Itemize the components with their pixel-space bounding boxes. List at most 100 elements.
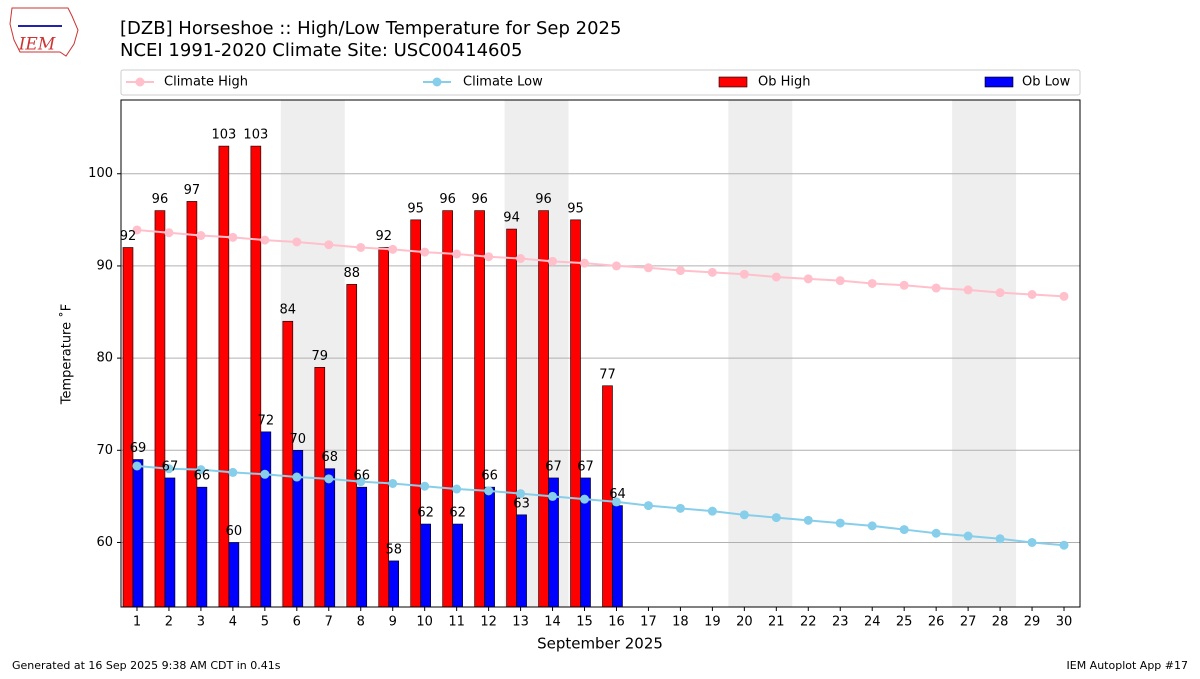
value-label: 62: [449, 506, 466, 521]
marker: [452, 484, 462, 494]
y-axis-label: Temperature ˚F: [59, 304, 75, 405]
marker: [995, 534, 1005, 544]
value-label: 70: [290, 432, 307, 447]
marker: [228, 232, 238, 242]
x-tick-label: 3: [197, 615, 205, 630]
x-tick-label: 28: [992, 615, 1009, 630]
marker: [580, 258, 590, 268]
x-tick-label: 26: [928, 615, 945, 630]
y-tick-label: 100: [88, 166, 113, 181]
x-tick-label: 10: [416, 615, 433, 630]
bar: [250, 145, 262, 608]
y-tick-label: 90: [96, 258, 113, 273]
x-tick-label: 5: [261, 615, 269, 630]
marker: [611, 261, 621, 271]
line: [136, 228, 1065, 298]
logo: IEM: [9, 7, 79, 57]
logo-outline: [9, 7, 79, 57]
y-tick-label: 70: [96, 443, 113, 458]
bar: [538, 210, 549, 608]
marker: [324, 474, 334, 484]
marker: [1027, 537, 1037, 547]
value-label: 94: [503, 211, 520, 226]
legend-label: Climate High: [164, 75, 248, 90]
marker: [388, 244, 398, 254]
x-tick-label: 9: [389, 615, 397, 630]
marker: [292, 237, 302, 247]
marker: [580, 494, 590, 504]
bar: [356, 486, 368, 608]
marker: [452, 249, 462, 259]
x-tick-label: 7: [325, 615, 333, 630]
value-label: 67: [577, 459, 594, 474]
marker: [931, 283, 941, 293]
marker: [516, 254, 526, 264]
value-label: 66: [353, 469, 370, 484]
marker: [643, 263, 653, 273]
value-label: 69: [130, 441, 147, 456]
footer-left: Generated at 16 Sep 2025 9:38 AM CDT in …: [12, 659, 281, 672]
marker: [388, 478, 398, 488]
marker: [771, 513, 781, 523]
x-tick-label: 14: [544, 615, 561, 630]
value-label: 72: [258, 413, 275, 428]
bar: [154, 210, 166, 608]
marker: [963, 285, 973, 295]
bar: [506, 228, 517, 608]
bar: [228, 542, 240, 608]
x-tick-label: 13: [512, 615, 529, 630]
bar: [410, 219, 421, 608]
value-label: 84: [280, 303, 297, 318]
marker: [867, 521, 877, 531]
marker: [132, 461, 142, 471]
bar: [260, 431, 272, 608]
value-label: 97: [184, 183, 201, 198]
legend-swatch: [718, 76, 748, 88]
marker: [164, 228, 174, 238]
marker: [963, 531, 973, 541]
x-tick-label: 24: [864, 615, 881, 630]
marker: [931, 528, 941, 538]
marker: [548, 256, 558, 266]
bar: [420, 523, 431, 608]
marker: [356, 477, 366, 487]
x-tick-label: 29: [1024, 615, 1041, 630]
x-tick-label: 22: [800, 615, 817, 630]
bar: [282, 320, 294, 608]
marker: [899, 280, 909, 290]
marker: [867, 278, 877, 288]
line: [136, 464, 1065, 547]
marker: [675, 266, 685, 276]
marker: [643, 501, 653, 511]
marker: [356, 242, 366, 252]
bar: [388, 560, 400, 608]
x-tick-label: 20: [736, 615, 753, 630]
value-label: 92: [120, 229, 137, 244]
x-tick-label: 2: [165, 615, 173, 630]
x-tick-label: 16: [608, 615, 625, 630]
legend-label: Ob High: [758, 75, 811, 90]
marker: [739, 269, 749, 279]
value-label: 95: [567, 201, 584, 216]
marker: [516, 489, 526, 499]
bar: [442, 210, 453, 608]
bar: [484, 486, 495, 608]
bar: [196, 486, 208, 608]
x-tick-label: 1: [133, 615, 141, 630]
bar: [324, 468, 336, 608]
marker: [1059, 540, 1069, 550]
marker: [548, 491, 558, 501]
value-label: 77: [599, 367, 616, 382]
marker: [899, 525, 909, 535]
marker: [835, 518, 845, 528]
bar: [612, 505, 623, 608]
x-tick-label: 6: [293, 615, 301, 630]
marker: [739, 510, 749, 520]
value-label: 60: [226, 524, 243, 539]
marker: [484, 486, 494, 496]
marker: [324, 240, 334, 250]
value-label: 67: [162, 459, 179, 474]
marker: [260, 235, 270, 245]
value-label: 68: [322, 450, 339, 465]
x-tick-label: 27: [960, 615, 977, 630]
